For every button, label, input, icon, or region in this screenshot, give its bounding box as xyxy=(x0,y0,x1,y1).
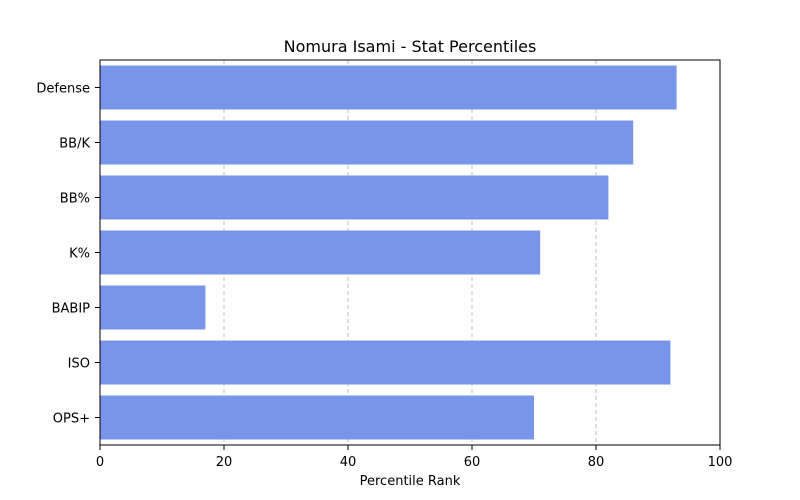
bar-ops xyxy=(100,395,534,440)
y-axis-ticks: Defense BB/K BB% K% BABIP ISO OPS+ xyxy=(36,82,100,427)
x-axis-label: Percentile Rank xyxy=(360,474,461,489)
chart-title: Nomura Isami - Stat Percentiles xyxy=(284,37,537,56)
x-tick-label: 80 xyxy=(588,455,605,470)
y-tick-label: BABIP xyxy=(52,302,91,317)
bar-iso xyxy=(100,340,671,385)
x-axis-ticks: 0 20 40 60 80 100 xyxy=(96,445,733,470)
bar-babip xyxy=(100,285,206,330)
bars xyxy=(100,65,677,440)
y-tick-label: BB/K xyxy=(59,137,90,152)
bar-bb xyxy=(100,175,609,220)
x-tick-label: 20 xyxy=(216,455,233,470)
x-tick-label: 100 xyxy=(708,455,733,470)
y-tick-label: ISO xyxy=(68,357,90,372)
bar-bb-k xyxy=(100,120,634,165)
x-tick-label: 60 xyxy=(464,455,481,470)
x-tick-label: 0 xyxy=(96,455,104,470)
bar-defense xyxy=(100,65,677,110)
bar-k xyxy=(100,230,541,275)
y-tick-label: Defense xyxy=(36,82,90,97)
y-tick-label: OPS+ xyxy=(53,412,90,427)
x-tick-label: 40 xyxy=(340,455,357,470)
y-tick-label: BB% xyxy=(60,192,90,207)
y-tick-label: K% xyxy=(69,247,90,262)
